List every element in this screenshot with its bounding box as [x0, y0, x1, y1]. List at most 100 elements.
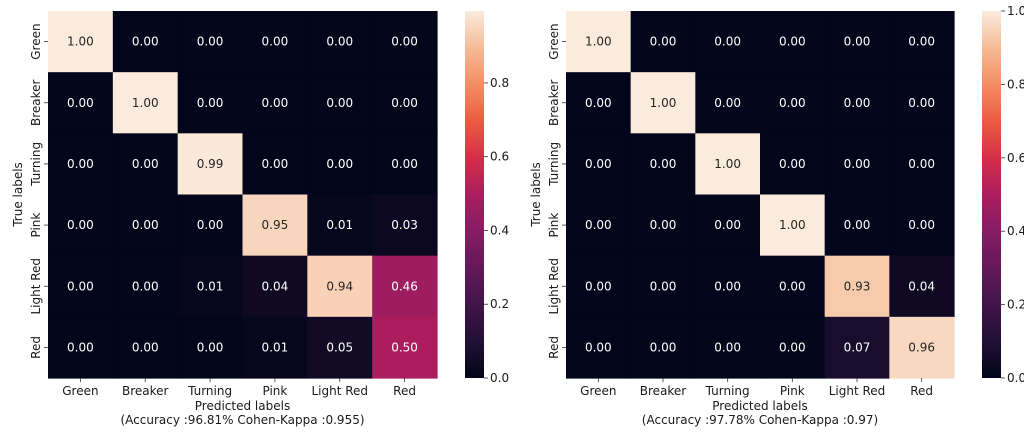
cell-value-label: 0.00 [844, 96, 871, 110]
heatmap-cell [372, 194, 438, 257]
heatmap-panel-2: 1.00 0.00 0.00 0.00 0.00 0.000.00 1.00 0.00 0.00… [529, 4, 1024, 427]
heatmap-cell [824, 316, 890, 379]
x-tick-label: Red [910, 384, 933, 398]
cell-value-label: 0.00 [262, 157, 289, 171]
heatmap-cell [760, 194, 826, 257]
colorbar-tick-label: 0.2 [490, 297, 509, 311]
heatmap-cell [760, 316, 826, 379]
cell-value-label: 0.00 [585, 340, 612, 354]
heatmap-cell [824, 194, 890, 257]
heatmap-cell [48, 316, 114, 379]
colorbar-tick-label: 0.6 [1007, 151, 1024, 165]
heatmap-cell [630, 72, 696, 134]
cell-value-label: 0.01 [262, 340, 289, 354]
cell-value-label: 0.04 [908, 279, 935, 293]
cell-value-label: 0.00 [585, 218, 612, 232]
y-tick-label: Red [547, 336, 561, 359]
heatmap-cell [566, 255, 632, 318]
cell-value-label: 0.00 [132, 35, 159, 49]
cell-value-label: 0.00 [650, 218, 677, 232]
heatmap-cell [307, 316, 373, 379]
x-tick-label: Pink [262, 384, 287, 398]
y-tick-label: Green [29, 23, 43, 59]
cell-value-label: 0.00 [714, 340, 741, 354]
cell-value-label: 0.00 [197, 96, 224, 110]
cell-value-label: 1.00 [585, 35, 612, 49]
cell-value-label: 1.00 [132, 96, 159, 110]
cell-value-label: 0.00 [714, 96, 741, 110]
heatmap-cell [112, 11, 179, 73]
colorbar-tick-label: 0.0 [490, 371, 509, 385]
heatmap-cell [372, 316, 438, 379]
heatmap-cell [824, 11, 890, 73]
heatmap-cell [242, 255, 308, 318]
heatmap-cell [242, 133, 308, 196]
colorbar [982, 11, 1001, 378]
cell-value-label: 0.00 [67, 218, 94, 232]
cell-value-label: 0.94 [326, 279, 353, 293]
x-axis-label: Predicted labels [195, 399, 290, 413]
cell-value-label: 0.00 [585, 96, 612, 110]
x-tick-label: Pink [780, 384, 805, 398]
heatmap-cell [177, 72, 244, 134]
colorbar [465, 11, 484, 378]
cell-value-label: 0.00 [67, 96, 94, 110]
heatmap-cell [242, 11, 308, 73]
heatmap-cell [48, 11, 114, 73]
cell-value-label: 0.00 [262, 96, 289, 110]
cell-value-label: 0.50 [391, 340, 418, 354]
cell-value-label: 0.01 [197, 279, 224, 293]
x-tick-label: Turning [187, 384, 232, 398]
heatmap-panel-1: 1.00 0.00 0.00 0.00 0.00 0.000.00 1.00 0.00 0.00… [11, 11, 509, 427]
y-tick-label: Turning [29, 142, 43, 187]
heatmap-cell [695, 11, 761, 73]
cell-value-label: 0.00 [391, 35, 418, 49]
heatmap-cell [760, 255, 826, 318]
colorbar-tick-label: 0.6 [490, 150, 509, 164]
cell-value-label: 0.00 [326, 157, 353, 171]
heatmap-cell [307, 72, 373, 134]
y-tick-label: Light Red [547, 258, 561, 315]
cell-value-label: 0.00 [67, 157, 94, 171]
heatmap-cell [112, 194, 179, 257]
heatmap-cell [372, 255, 438, 318]
cell-value-label: 0.00 [714, 218, 741, 232]
cell-value-label: 0.00 [650, 157, 677, 171]
heatmap-cell [824, 72, 890, 134]
cell-value-label: 0.00 [779, 96, 806, 110]
cell-value-label: 0.46 [391, 279, 418, 293]
heatmap-cell [372, 11, 438, 73]
y-tick-label: Light Red [29, 258, 43, 315]
cell-value-label: 0.00 [326, 96, 353, 110]
cell-value-label: 0.00 [714, 279, 741, 293]
heatmap-cell [372, 133, 438, 196]
heatmap-cell [48, 72, 114, 134]
cell-value-label: 0.00 [844, 35, 871, 49]
cell-value-label: 0.00 [391, 157, 418, 171]
heatmap-cell [889, 194, 955, 257]
heatmap-cell [889, 11, 955, 73]
cell-value-label: 0.00 [908, 218, 935, 232]
y-tick-label: Breaker [29, 79, 43, 126]
heatmap-cell [630, 316, 696, 379]
cell-value-label: 1.00 [67, 35, 94, 49]
cell-value-label: 0.00 [908, 96, 935, 110]
heatmap-cell [112, 72, 179, 134]
cell-value-label: 0.04 [262, 279, 289, 293]
colorbar-tick-label: 0.4 [1007, 224, 1024, 238]
heatmap-cell [177, 316, 244, 379]
cell-value-label: 0.00 [197, 218, 224, 232]
heatmap-cell [889, 255, 955, 318]
heatmap-cell [566, 194, 632, 257]
cell-value-label: 0.07 [844, 340, 871, 354]
heatmap-cell [177, 255, 244, 318]
heatmap-cell [48, 255, 114, 318]
y-tick-label: Breaker [547, 79, 561, 126]
cell-value-label: 0.00 [197, 340, 224, 354]
accuracy-caption: (Accuracy :97.78% Cohen-Kappa :0.97) [642, 413, 878, 427]
heatmap-cell [889, 316, 955, 379]
x-tick-label: Breaker [640, 384, 687, 398]
heatmap-cell [695, 316, 761, 379]
y-tick-label: Pink [29, 213, 43, 238]
heatmap-cell [630, 194, 696, 257]
